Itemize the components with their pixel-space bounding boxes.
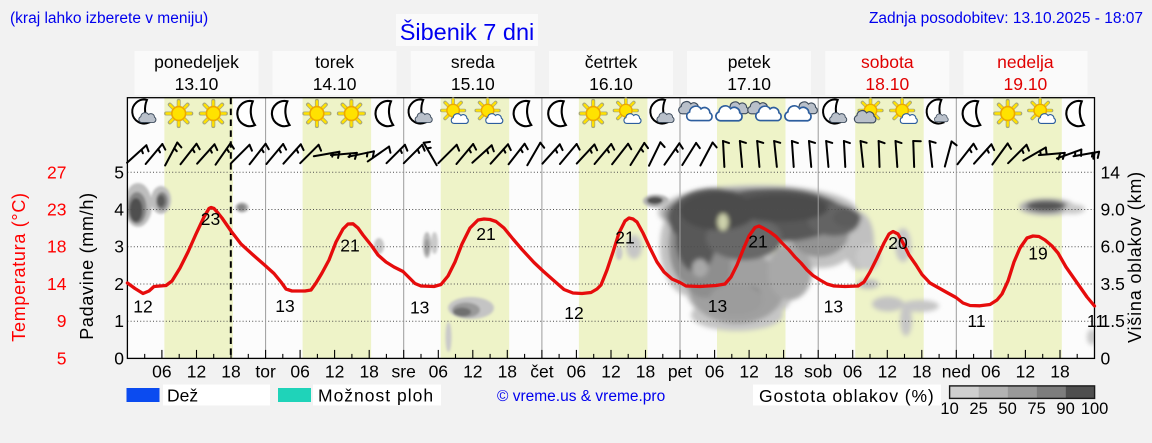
- svg-text:Temperatura (°C): Temperatura (°C): [9, 192, 29, 341]
- svg-text:12: 12: [601, 362, 620, 382]
- svg-text:13: 13: [410, 297, 429, 317]
- svg-text:11: 11: [1087, 311, 1105, 331]
- svg-text:14: 14: [1101, 162, 1121, 182]
- svg-text:Višina oblakov (km): Višina oblakov (km): [1125, 171, 1145, 343]
- svg-text:06: 06: [843, 362, 862, 382]
- svg-text:25: 25: [969, 400, 987, 418]
- svg-text:18: 18: [498, 362, 517, 382]
- svg-text:1.5: 1.5: [1101, 311, 1125, 331]
- svg-text:18: 18: [774, 362, 793, 382]
- svg-text:13: 13: [824, 296, 843, 316]
- svg-text:75: 75: [1027, 400, 1045, 418]
- svg-text:100: 100: [1081, 400, 1109, 418]
- svg-text:12: 12: [187, 362, 206, 382]
- svg-text:90: 90: [1056, 400, 1074, 418]
- svg-text:čet: čet: [530, 362, 553, 382]
- svg-text:15.10: 15.10: [451, 74, 495, 94]
- svg-text:27: 27: [47, 162, 66, 182]
- svg-text:12: 12: [878, 362, 897, 382]
- svg-text:12: 12: [325, 362, 344, 382]
- svg-text:1: 1: [114, 311, 124, 331]
- svg-text:06: 06: [705, 362, 724, 382]
- svg-text:21: 21: [615, 228, 634, 248]
- svg-text:50: 50: [998, 400, 1016, 418]
- svg-text:Zadnja posodobitev: 13.10.2025: Zadnja posodobitev: 13.10.2025 - 18:07: [869, 10, 1143, 27]
- svg-text:Padavine (mm/h): Padavine (mm/h): [77, 192, 97, 340]
- svg-text:12: 12: [1016, 362, 1035, 382]
- svg-text:14.10: 14.10: [313, 74, 357, 94]
- svg-text:18: 18: [359, 362, 378, 382]
- svg-text:3.5: 3.5: [1101, 274, 1125, 294]
- svg-text:Dež: Dež: [167, 386, 198, 406]
- svg-text:pet: pet: [668, 362, 692, 382]
- svg-text:Šibenik 7 dni: Šibenik 7 dni: [400, 18, 535, 45]
- svg-text:06: 06: [429, 362, 448, 382]
- svg-text:19: 19: [1028, 244, 1047, 264]
- svg-text:© vreme.us & vreme.pro: © vreme.us & vreme.pro: [497, 388, 665, 405]
- svg-text:sre: sre: [392, 362, 416, 382]
- svg-text:11: 11: [967, 311, 985, 331]
- svg-text:12: 12: [133, 297, 152, 317]
- svg-text:tor: tor: [255, 362, 276, 382]
- svg-text:sreda: sreda: [451, 52, 495, 72]
- svg-text:ponedeljek: ponedeljek: [154, 52, 239, 72]
- svg-text:6.0: 6.0: [1101, 237, 1126, 257]
- svg-text:sobota: sobota: [861, 52, 914, 72]
- svg-text:12: 12: [739, 362, 758, 382]
- svg-text:20: 20: [888, 233, 908, 253]
- svg-text:10: 10: [940, 400, 958, 418]
- svg-text:4: 4: [114, 200, 124, 220]
- svg-text:9.0: 9.0: [1101, 200, 1126, 220]
- svg-text:18: 18: [221, 362, 240, 382]
- svg-text:18: 18: [912, 362, 931, 382]
- svg-text:12: 12: [463, 362, 482, 382]
- svg-text:0: 0: [1101, 348, 1111, 368]
- svg-text:23: 23: [47, 200, 66, 220]
- svg-text:06: 06: [152, 362, 171, 382]
- svg-text:18: 18: [47, 237, 66, 257]
- svg-text:5: 5: [114, 162, 124, 182]
- svg-text:nedelja: nedelja: [997, 52, 1054, 72]
- svg-text:21: 21: [748, 232, 767, 252]
- svg-text:13: 13: [275, 296, 294, 316]
- svg-text:9: 9: [57, 311, 67, 331]
- svg-text:17.10: 17.10: [727, 74, 771, 94]
- svg-text:14: 14: [47, 274, 67, 294]
- svg-text:četrtek: četrtek: [585, 52, 638, 72]
- svg-text:torek: torek: [315, 52, 354, 72]
- svg-text:06: 06: [567, 362, 586, 382]
- svg-text:18: 18: [1050, 362, 1069, 382]
- svg-text:0: 0: [114, 348, 124, 368]
- svg-text:5: 5: [57, 348, 67, 368]
- svg-text:16.10: 16.10: [589, 74, 633, 94]
- svg-text:06: 06: [981, 362, 1000, 382]
- svg-text:18: 18: [636, 362, 655, 382]
- svg-text:12: 12: [564, 303, 583, 323]
- svg-text:sob: sob: [804, 362, 832, 382]
- svg-text:21: 21: [340, 236, 359, 256]
- svg-text:21: 21: [476, 224, 495, 244]
- svg-text:13: 13: [708, 296, 727, 316]
- svg-text:19.10: 19.10: [1004, 74, 1048, 94]
- svg-text:Gostota oblakov (%): Gostota oblakov (%): [759, 386, 935, 406]
- svg-text:13.10: 13.10: [175, 74, 219, 94]
- svg-text:3: 3: [114, 237, 124, 257]
- svg-text:Možnost ploh: Možnost ploh: [318, 386, 434, 406]
- svg-text:2: 2: [114, 274, 124, 294]
- svg-text:ned: ned: [942, 362, 971, 382]
- svg-text:18.10: 18.10: [865, 74, 909, 94]
- svg-text:petek: petek: [728, 52, 771, 72]
- svg-text:23: 23: [201, 209, 220, 229]
- svg-text:(kraj lahko izberete v meniju): (kraj lahko izberete v meniju): [10, 10, 208, 27]
- svg-text:06: 06: [290, 362, 309, 382]
